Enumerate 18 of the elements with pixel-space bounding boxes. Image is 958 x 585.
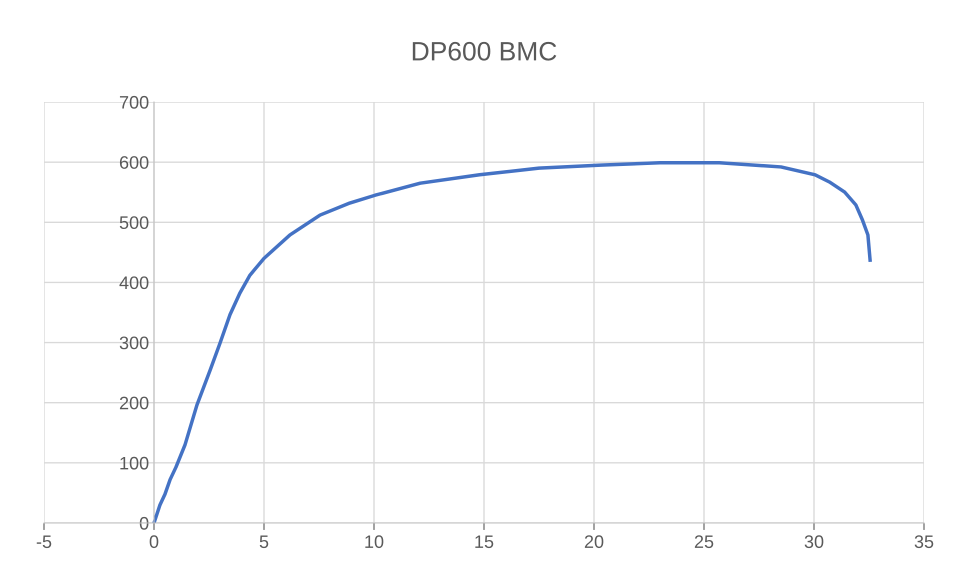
x-tick-label: 5 <box>260 535 268 548</box>
x-tick-label: 25 <box>694 535 714 548</box>
y-tick-label: 200 <box>120 396 148 410</box>
x-tick-label: 35 <box>914 535 934 548</box>
x-tick-label: 20 <box>584 535 604 548</box>
y-tick-label: 300 <box>120 336 148 350</box>
y-tick-label: 700 <box>120 96 148 109</box>
line-series <box>152 161 872 523</box>
x-tick-label: 0 <box>150 535 158 548</box>
x-tick-label: 10 <box>365 535 384 548</box>
chart-title: DP600 BMC <box>412 42 556 61</box>
x-tick-label: 15 <box>475 535 494 548</box>
x-tick-label: -5 <box>36 535 52 548</box>
y-tick-label: 600 <box>120 156 148 169</box>
y-tick-label: 100 <box>120 456 148 470</box>
y-tick-label: 400 <box>119 276 148 290</box>
x-tick-label: 30 <box>804 535 824 548</box>
y-tick-label: 500 <box>120 216 148 230</box>
